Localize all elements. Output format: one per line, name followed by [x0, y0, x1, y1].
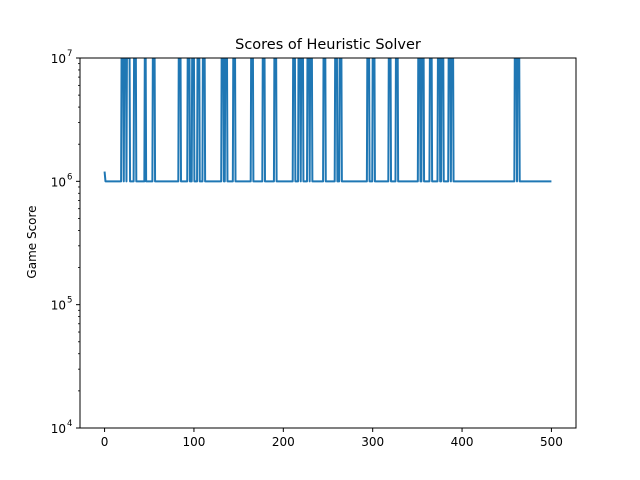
y-tick-exponent: 7	[67, 49, 72, 59]
x-tick-label: 400	[451, 435, 474, 449]
x-tick-label: 200	[272, 435, 295, 449]
x-tick-label: 300	[361, 435, 384, 449]
series-line	[103, 58, 552, 183]
x-tick-label: 0	[101, 435, 109, 449]
y-tick-label: 10	[51, 422, 66, 436]
y-tick-label: 10	[51, 299, 66, 313]
plot-area	[103, 58, 552, 183]
chart-title: Scores of Heuristic Solver	[235, 37, 421, 53]
y-tick-label: 10	[51, 175, 66, 189]
y-tick-exponent: 6	[67, 172, 72, 182]
x-tick-label: 500	[540, 435, 563, 449]
y-tick-label: 10	[51, 52, 66, 66]
y-tick-exponent: 4	[67, 419, 72, 429]
x-tick-label: 100	[182, 435, 205, 449]
axes-frame	[79, 57, 577, 429]
y-tick-exponent: 5	[67, 296, 72, 306]
y-axis-label: Game Score	[25, 205, 39, 278]
